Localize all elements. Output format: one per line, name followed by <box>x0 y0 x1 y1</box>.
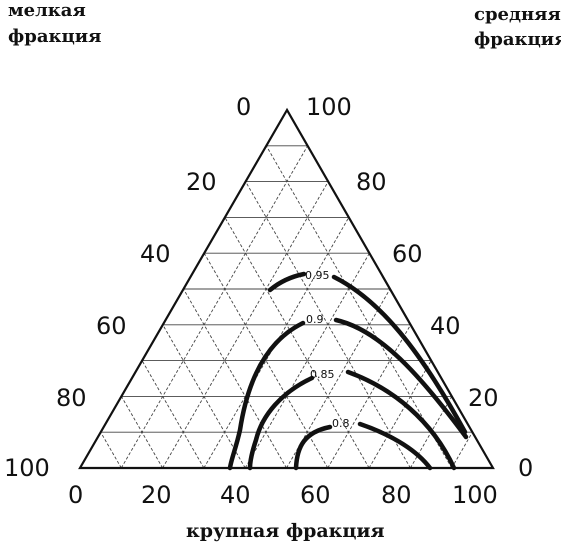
grid-line-left-parallel <box>203 217 350 469</box>
contour-085 <box>247 369 457 471</box>
left-axis-ticks: 0 20 40 60 80 100 <box>4 93 251 482</box>
left-tick-40: 40 <box>140 240 171 268</box>
contour-lines: 0.95 0.9 0.85 0.8 <box>227 269 469 471</box>
grid-line-right-parallel <box>141 360 205 469</box>
left-tick-100: 100 <box>4 454 50 482</box>
grid-line-left-parallel <box>286 288 391 469</box>
corner-label-medium: средняя фракция <box>474 4 561 50</box>
contour-label-09: 0.9 <box>306 313 324 326</box>
right-axis-ticks: 100 80 60 40 20 0 <box>306 93 533 482</box>
contour-label-095: 0.95 <box>305 269 330 282</box>
corner-label-fine: мелкая фракция <box>8 0 101 47</box>
right-tick-60: 60 <box>392 240 423 268</box>
right-tick-40: 40 <box>430 312 461 340</box>
grid-line-left-parallel <box>451 431 473 469</box>
contour-label-085: 0.85 <box>310 368 335 381</box>
grid-line-right-parallel <box>224 217 370 469</box>
grid-line-left-parallel <box>120 145 308 469</box>
right-tick-0: 0 <box>518 454 533 482</box>
bottom-axis-ticks: 0 20 40 60 80 100 <box>68 481 498 509</box>
bottom-tick-60: 60 <box>300 481 331 509</box>
left-tick-80: 80 <box>56 384 87 412</box>
fine-fraction-label-line2: фракция <box>8 26 101 47</box>
grid-line-right-parallel <box>183 288 287 469</box>
left-tick-20: 20 <box>186 168 217 196</box>
fine-fraction-label-line1: мелкая <box>8 0 86 21</box>
bottom-tick-20: 20 <box>141 481 172 509</box>
medium-fraction-label-line1: средняя <box>474 4 561 25</box>
left-tick-0: 0 <box>236 93 251 121</box>
contour-08 <box>293 421 433 471</box>
coarse-fraction-label: крупная фракция <box>186 520 385 542</box>
right-tick-100: 100 <box>306 93 352 121</box>
contour-095 <box>267 271 468 435</box>
grid-line-left-parallel <box>368 360 432 469</box>
medium-fraction-label-line2: фракция <box>474 29 561 50</box>
contour-09 <box>227 317 469 471</box>
left-tick-60: 60 <box>96 312 127 340</box>
bottom-tick-100: 100 <box>452 481 498 509</box>
right-tick-20: 20 <box>468 384 499 412</box>
bottom-tick-80: 80 <box>381 481 412 509</box>
right-tick-80: 80 <box>356 168 387 196</box>
bottom-tick-40: 40 <box>220 481 251 509</box>
contour-label-08: 0.8 <box>332 417 350 430</box>
triangle-outline <box>78 107 495 470</box>
grid-line-right-parallel <box>100 431 122 469</box>
grid-line-right-parallel <box>265 145 453 469</box>
bottom-tick-0: 0 <box>68 481 83 509</box>
ternary-grid <box>100 145 473 469</box>
